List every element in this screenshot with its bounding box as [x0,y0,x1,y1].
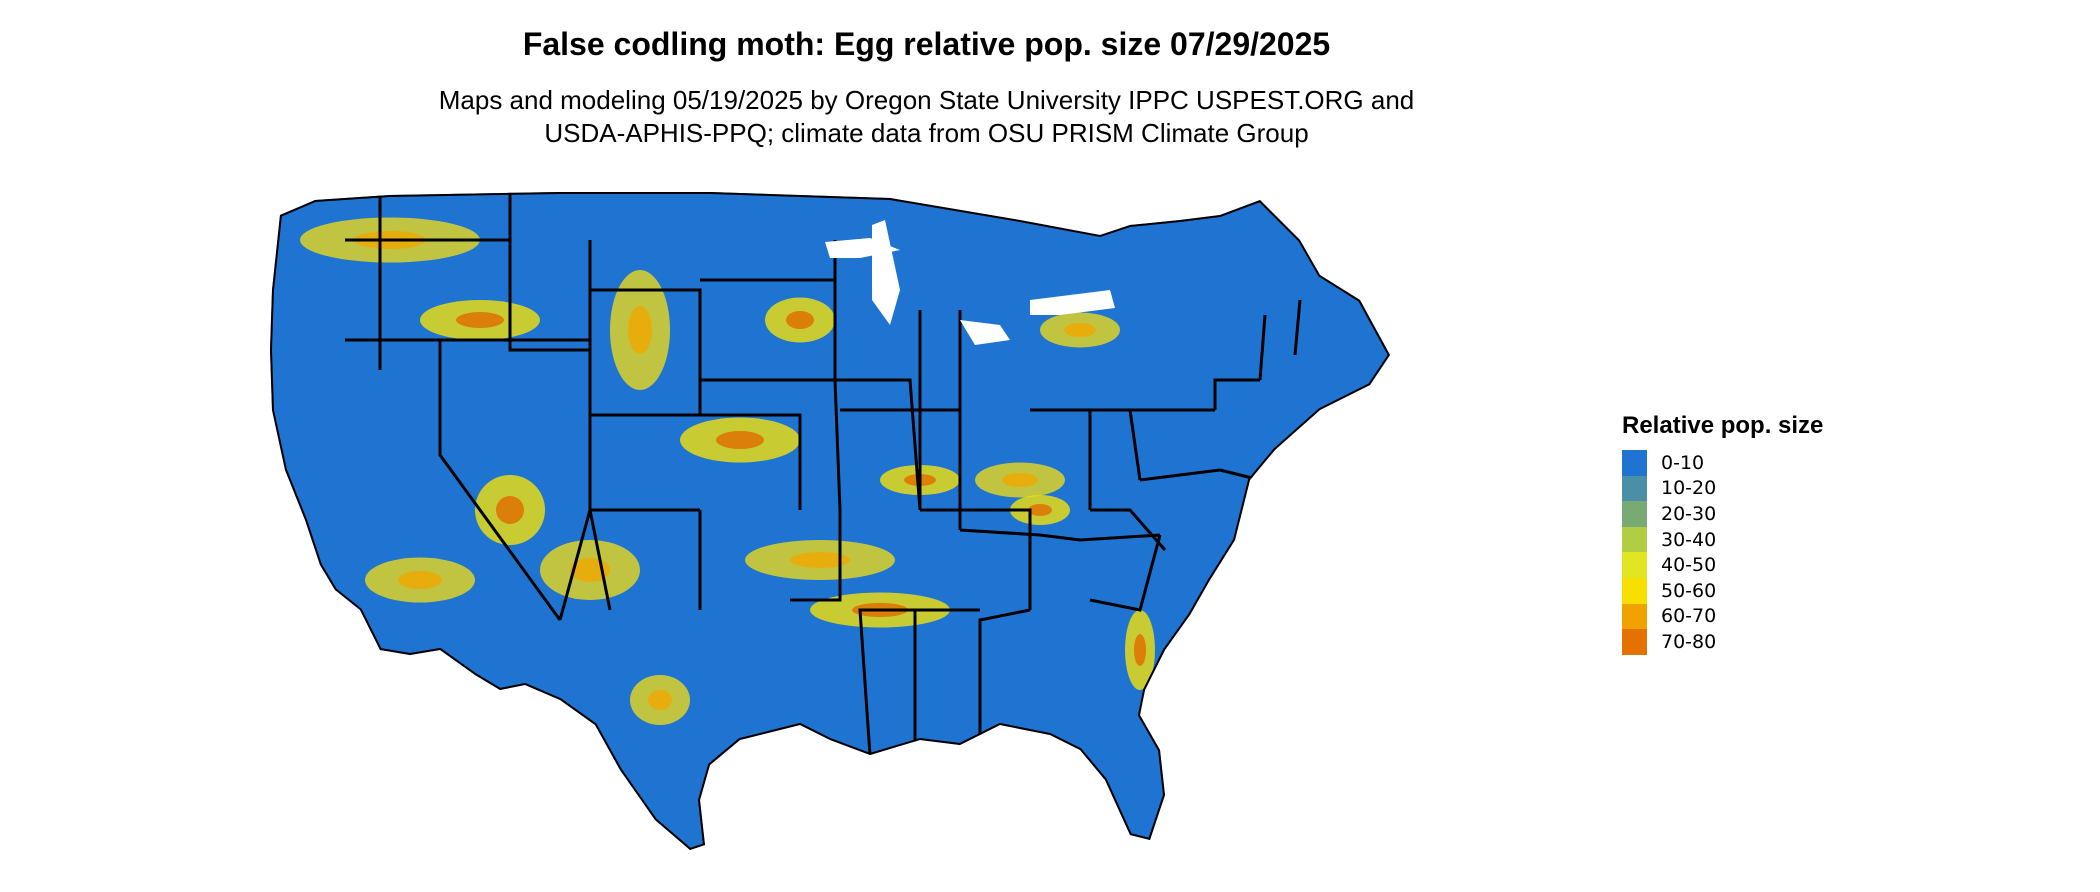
legend-label: 30-40 [1661,528,1717,551]
legend-item: 20-30 [1622,501,1922,527]
hotspot-core [716,431,764,449]
legend-label: 20-30 [1661,502,1717,525]
hotspot-core [1028,504,1052,516]
hotspot-core [628,306,652,354]
legend-swatch [1622,501,1647,527]
legend-label: 70-80 [1661,630,1717,653]
legend-item: 30-40 [1622,526,1922,553]
hotspot-core [496,496,524,524]
legend-swatch [1622,603,1647,630]
legend-item: 10-20 [1622,475,1922,502]
legend-items: 0-10 10-20 20-30 30-40 40-50 50-60 60-70… [1622,450,1922,655]
legend-item: 60-70 [1622,603,1922,630]
legend-item: 0-10 [1622,450,1922,476]
legend: Relative pop. size 0-10 10-20 20-30 30-4… [1622,412,1922,655]
hotspot-core [648,690,672,710]
legend-title: Relative pop. size [1622,412,1824,439]
hotspot-core [790,552,850,568]
legend-item: 70-80 [1622,629,1922,655]
map-base-fill [270,192,1390,850]
legend-label: 40-50 [1661,554,1717,577]
hotspot-core [1002,473,1038,487]
legend-swatch [1622,577,1647,604]
legend-item: 50-60 [1622,577,1922,604]
great-lakes [825,220,1115,345]
map-title: False codling moth: Egg relative pop. si… [522,26,1331,62]
hotspot-core [1134,634,1146,666]
us-choropleth-map [270,192,1390,850]
hotspot-layer [300,217,1155,725]
hotspot-core [456,312,504,328]
legend-label: 0-10 [1661,451,1705,474]
legend-swatch [1622,526,1647,553]
subtitle-line-1: Maps and modeling 05/19/2025 by Oregon S… [438,85,1415,115]
legend-item: 40-50 [1622,552,1922,578]
legend-label: 60-70 [1661,605,1717,628]
subtitle-line-2: USDA-APHIS-PPQ; climate data from OSU PR… [544,118,1309,148]
legend-label: 10-20 [1661,477,1717,500]
hotspot-core [1064,323,1096,337]
legend-label: 50-60 [1661,579,1717,602]
legend-swatch [1622,629,1647,655]
map-subtitle: Maps and modeling 05/19/2025 by Oregon S… [0,84,1853,150]
legend-swatch [1622,450,1647,476]
hotspot-core [398,571,442,589]
legend-swatch [1622,552,1647,578]
legend-swatch [1622,475,1647,502]
state-borders [270,192,1390,850]
hotspot-core [786,311,814,329]
